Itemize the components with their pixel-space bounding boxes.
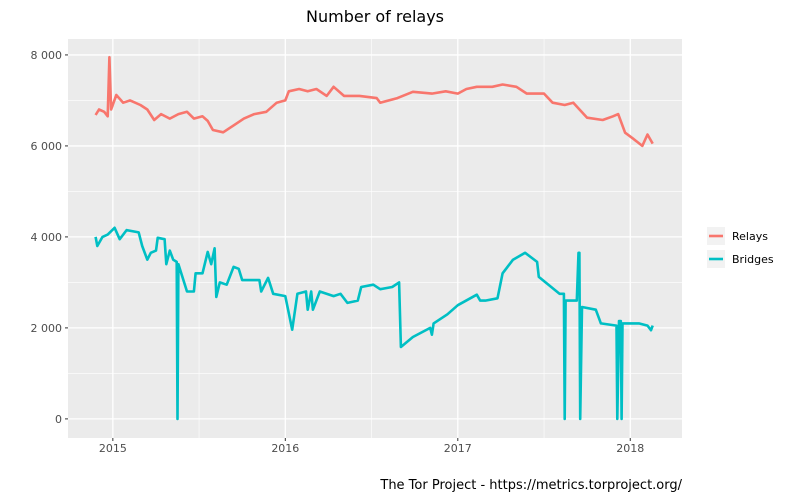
series-lines [94,55,654,421]
x-tick-label: 2016 [271,442,299,455]
series-line-relays [94,55,654,148]
y-tick-label: 4 000 [31,231,63,244]
series-line-bridges [94,226,654,421]
x-tick-label: 2018 [616,442,644,455]
chart-caption: The Tor Project - https://metrics.torpro… [379,478,682,493]
legend: Relays Bridges [706,222,782,270]
minor-gridlines [68,39,682,438]
chart-title: Number of relays [306,7,444,26]
x-tick-label: 2017 [444,442,472,455]
y-tick-label: 8 000 [31,49,63,62]
legend-label-bridges: Bridges [732,253,774,266]
axis-ticks: 2015 2016 2017 2018 0 2 000 4 000 6 000 8 000 [31,49,645,455]
x-tick-label: 2015 [99,442,127,455]
y-tick-label: 6 000 [31,140,63,153]
legend-label-relays: Relays [732,230,768,243]
y-tick-label: 2 000 [31,322,63,335]
y-tick-label: 0 [55,413,62,426]
